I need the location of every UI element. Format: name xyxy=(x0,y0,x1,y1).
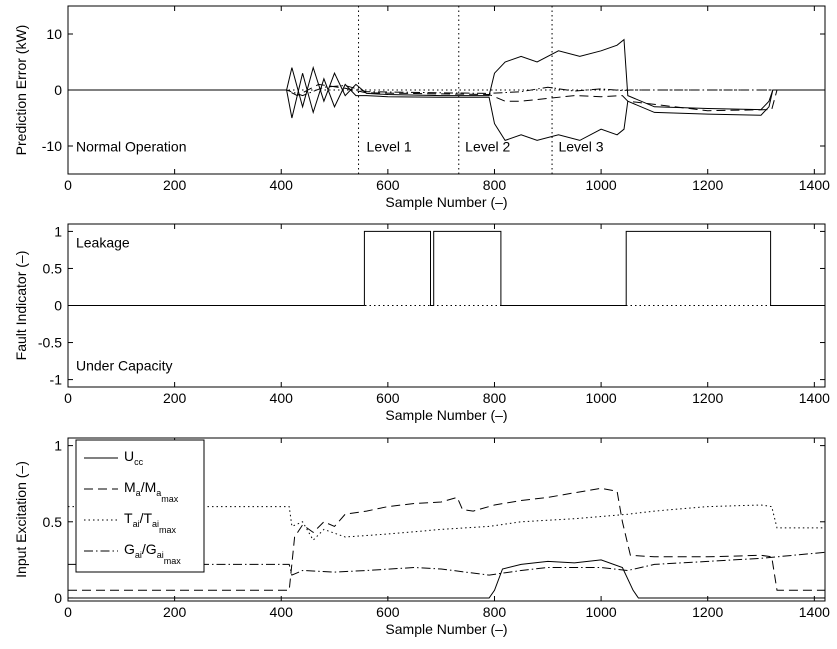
annotation-label: Level 3 xyxy=(558,139,603,155)
legend-label-part: max xyxy=(159,525,177,535)
x-tick-label: 600 xyxy=(376,390,400,406)
x-tick-label: 1400 xyxy=(799,390,830,406)
legend-label-part: /T xyxy=(140,510,153,526)
y-axis-label: Prediction Error (kW) xyxy=(13,25,29,156)
series-line-dotted-2 xyxy=(68,504,825,541)
x-tick-label: 1400 xyxy=(799,604,830,620)
y-tick-label: 0.5 xyxy=(43,514,63,530)
annotation-label: Under Capacity xyxy=(76,358,173,374)
annotation-label: Leakage xyxy=(76,235,130,251)
legend-label-part: M xyxy=(124,479,136,495)
x-tick-label: 600 xyxy=(376,177,400,193)
series-line-dashed-2 xyxy=(68,83,825,112)
x-tick-label: 1200 xyxy=(692,390,723,406)
legend-label-part: cc xyxy=(134,457,144,467)
y-tick-label: -10 xyxy=(42,138,62,154)
legend-label-part: max xyxy=(161,494,179,504)
legend-label-part: max xyxy=(164,556,182,566)
y-tick-label: 0 xyxy=(54,590,62,606)
x-axis-label: Sample Number (–) xyxy=(385,194,507,210)
legend-label-part: G xyxy=(124,541,135,557)
x-tick-label: 1200 xyxy=(692,177,723,193)
panel-fault-indicator: 0 200 400 600 800 1000 1200 1400 -1 -0.5 0 0.5 1 Samp… xyxy=(13,223,830,423)
x-tick-label: 200 xyxy=(163,390,187,406)
x-tick-label: 1000 xyxy=(586,177,617,193)
legend-label-part: U xyxy=(124,448,134,464)
y-tick-label: 1 xyxy=(54,438,62,454)
x-axis-label: Sample Number (–) xyxy=(385,407,507,423)
legend-label-part: T xyxy=(124,510,133,526)
legend-label-part: a xyxy=(156,488,161,498)
x-tick-label: 400 xyxy=(270,177,294,193)
y-tick-label: 0 xyxy=(54,82,62,98)
legend-box xyxy=(75,439,205,573)
y-axis-label: Fault Indicator (–) xyxy=(13,251,29,361)
x-tick-label: 200 xyxy=(163,177,187,193)
annotation-label: Level 2 xyxy=(465,139,510,155)
plot-frame xyxy=(67,437,826,602)
legend-label-part: /M xyxy=(141,479,157,495)
y-tick-label: 10 xyxy=(46,26,62,42)
y-tick-label: 0 xyxy=(54,298,62,314)
x-tick-label: 400 xyxy=(270,604,294,620)
panel-prediction-error: 0 200 400 600 800 1000 1200 1400 -10 0 10 Sample Nu… xyxy=(13,5,830,210)
x-tick-label: 1400 xyxy=(799,177,830,193)
y-tick-label: -1 xyxy=(50,372,63,388)
series-line-solid-0 xyxy=(68,38,825,111)
legend-label-part: ai xyxy=(152,519,159,529)
annotation-label: Level 1 xyxy=(367,139,412,155)
x-tick-label: 800 xyxy=(483,390,507,406)
x-tick-label: 0 xyxy=(64,604,72,620)
legend-entry-label: Ma/Mamax xyxy=(124,479,179,504)
y-tick-label: 0.5 xyxy=(43,260,63,276)
legend-entry-label: Gai/Gaimax xyxy=(124,541,181,566)
legend-label-part: a xyxy=(136,488,141,498)
x-tick-label: 200 xyxy=(163,604,187,620)
series-line-solid-1 xyxy=(68,73,825,142)
series-line-solid-0 xyxy=(68,230,825,306)
legend-entry-label: Tai/Taimax xyxy=(124,510,177,535)
series-line-dashed-1 xyxy=(68,487,825,591)
panel-input-excitation: 0 200 400 600 800 1000 1200 1400 0 0.5 1 Sample Num… xyxy=(13,437,830,637)
series-line-dashdot-3 xyxy=(68,551,825,576)
annotation-label: Normal Operation xyxy=(76,139,187,155)
x-tick-label: 0 xyxy=(64,177,72,193)
legend-label-part: /G xyxy=(142,541,157,557)
y-tick-label: -0.5 xyxy=(38,335,62,351)
x-axis-label: Sample Number (–) xyxy=(385,621,507,637)
x-tick-label: 1000 xyxy=(586,604,617,620)
legend-label-part: ai xyxy=(157,550,164,560)
legend-entry-label: Ucc xyxy=(124,448,144,467)
x-tick-label: 0 xyxy=(64,390,72,406)
x-tick-label: 800 xyxy=(483,177,507,193)
series-line-solid-0 xyxy=(68,559,825,599)
series-line-dashdot-3 xyxy=(68,84,825,97)
x-tick-label: 1000 xyxy=(586,390,617,406)
legend-label-part: ai xyxy=(135,550,142,560)
x-tick-label: 400 xyxy=(270,390,294,406)
x-tick-label: 1200 xyxy=(692,604,723,620)
x-tick-label: 600 xyxy=(376,604,400,620)
y-tick-label: 1 xyxy=(54,223,62,239)
y-axis-label: Input Excitation (–) xyxy=(13,461,29,578)
x-tick-label: 800 xyxy=(483,604,507,620)
legend-label-part: ai xyxy=(133,519,140,529)
